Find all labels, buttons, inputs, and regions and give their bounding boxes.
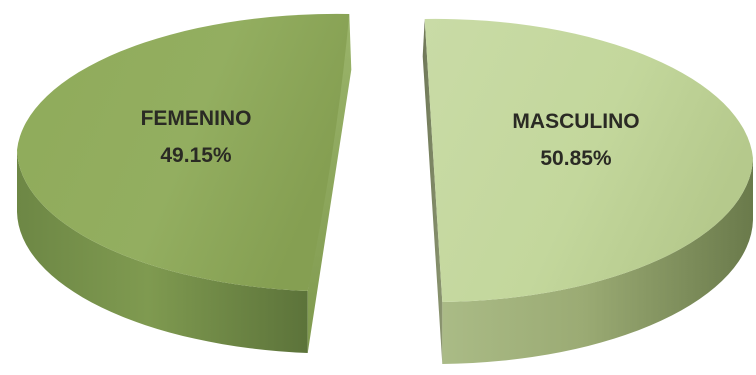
pie-slice-masculino-side [442,158,753,364]
pie-slice-femenino [17,13,352,353]
slice-value-femenino: 49.15% [160,144,232,167]
pie-slice-femenino-cut-face [307,14,352,353]
slice-label-masculino: MASCULINO [512,110,639,133]
slice-value-masculino: 50.85% [540,147,612,170]
pie-slice-masculino-cut-face [422,19,443,364]
pie-slice-femenino-side [17,150,308,353]
pie-slice-femenino-top [17,13,350,291]
slice-label-femenino: FEMENINO [141,107,252,130]
pie-slice-masculino [422,18,753,364]
pie-slice-masculino-top [424,18,753,302]
